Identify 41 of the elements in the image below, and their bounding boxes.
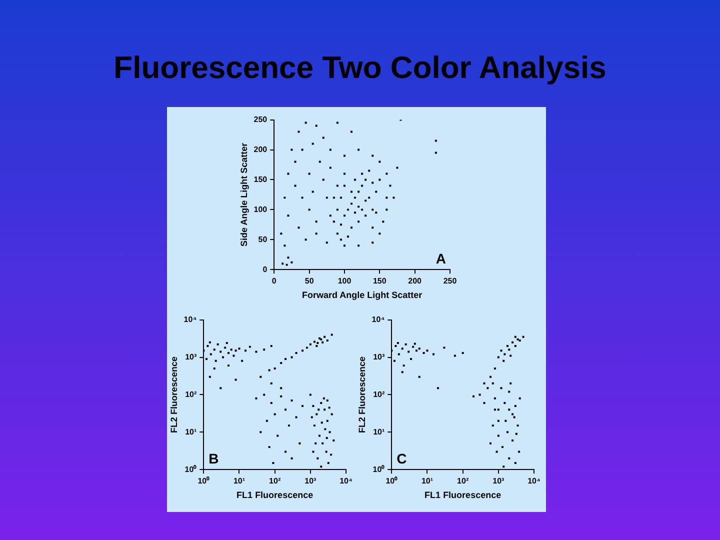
y-tick-label: 10⁰ bbox=[184, 464, 197, 474]
x-tick-label: 10² bbox=[269, 476, 281, 486]
x-tick-label: 200 bbox=[408, 276, 422, 286]
annotation: C bbox=[396, 450, 407, 467]
y-tick-label: 10³ bbox=[373, 352, 385, 362]
y-tick-label: 250 bbox=[254, 115, 268, 124]
y-tick-label: 10³ bbox=[185, 352, 197, 362]
chart-title: Fluorescence Two Color Analysis bbox=[112, 50, 608, 86]
y-tick-label: 10² bbox=[373, 390, 385, 399]
y-tick-label: 10¹ bbox=[185, 427, 197, 436]
annotation: B bbox=[208, 450, 219, 467]
y-tick-label: 50 bbox=[258, 234, 268, 244]
y-axis-title: FL2 Fluorescence bbox=[356, 356, 367, 433]
x-axis-title: FL1 Fluorescence bbox=[236, 490, 314, 500]
y-axis-title: Side Angle Light Scatter bbox=[238, 142, 249, 247]
x-tick-label: 10⁴ bbox=[340, 476, 352, 486]
y-tick-label: 10² bbox=[185, 390, 197, 399]
y-tick-label: 0 bbox=[262, 264, 268, 274]
x-tick-label: 10¹ bbox=[421, 476, 434, 486]
y-tick-label: 200 bbox=[254, 144, 268, 154]
y-tick-label: 10⁰ bbox=[372, 464, 385, 474]
y-tick-label: 10¹ bbox=[373, 427, 385, 436]
x-axis-title: FL1 Fluorescence bbox=[424, 490, 502, 500]
x-axis-title: Forward Angle Light Scatter bbox=[302, 290, 423, 300]
x-tick-label: 10⁰ bbox=[198, 476, 210, 486]
x-tick-label: 0 bbox=[272, 276, 277, 286]
y-tick-label: 10⁴ bbox=[372, 315, 385, 324]
y-tick-label: 150 bbox=[254, 174, 268, 184]
x-tick-label: 10² bbox=[457, 476, 469, 486]
x-tick-label: 10⁰ bbox=[386, 476, 398, 486]
x-tick-label: 10¹ bbox=[233, 476, 246, 486]
x-tick-label: 10³ bbox=[492, 476, 505, 486]
y-axis-title: FL2 Fluorescence bbox=[168, 356, 179, 433]
y-tick-label: 10⁴ bbox=[184, 315, 197, 324]
x-tick-label: 100 bbox=[338, 276, 352, 286]
x-tick-label: 50 bbox=[304, 276, 314, 286]
annotation: A bbox=[436, 250, 446, 267]
y-tick-label: 100 bbox=[254, 204, 268, 214]
x-tick-label: 10⁴ bbox=[528, 476, 540, 486]
x-tick-label: 10³ bbox=[304, 476, 317, 486]
x-tick-label: 250 bbox=[443, 276, 458, 286]
